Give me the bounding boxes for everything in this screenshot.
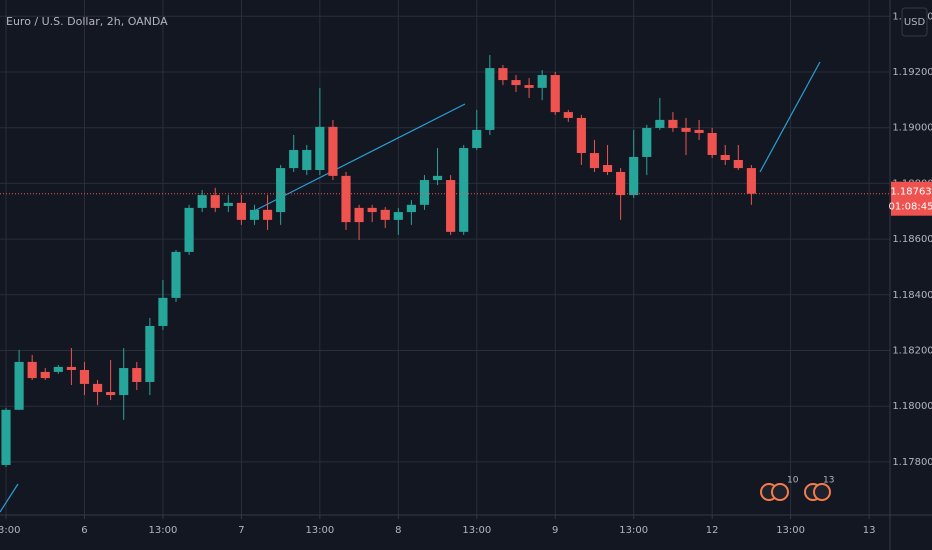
candle-body bbox=[668, 119, 678, 128]
candle-body bbox=[354, 207, 364, 223]
last-price-label: 1.18763 bbox=[890, 187, 931, 198]
x-tick-label: 13:00 bbox=[149, 525, 178, 536]
candle-body bbox=[262, 209, 273, 220]
candle-body bbox=[511, 80, 521, 86]
candle-body bbox=[681, 127, 691, 132]
x-tick-label: 8 bbox=[395, 525, 401, 536]
candle-body bbox=[66, 366, 76, 370]
y-tick-label: 1.17800 bbox=[892, 457, 932, 468]
candle-body bbox=[472, 129, 482, 149]
candle-body bbox=[171, 251, 181, 298]
candle-body bbox=[419, 180, 430, 205]
candle-body bbox=[367, 207, 377, 213]
candle-body bbox=[655, 119, 665, 128]
event-icon[interactable]: 13 bbox=[804, 476, 834, 501]
event-icon-ring bbox=[813, 483, 831, 501]
candle-body bbox=[197, 195, 207, 208]
candle-body bbox=[302, 149, 312, 171]
candle-body bbox=[132, 368, 142, 382]
candle-body bbox=[537, 75, 547, 88]
candle-body bbox=[746, 168, 756, 194]
candle-body bbox=[485, 68, 495, 130]
candle-body bbox=[315, 126, 325, 171]
currency-label: USD bbox=[904, 17, 926, 28]
event-count: 13 bbox=[823, 476, 834, 486]
candle-body bbox=[694, 129, 704, 133]
candle-body bbox=[498, 68, 508, 81]
candle-body bbox=[642, 127, 652, 157]
candle-body bbox=[79, 369, 90, 384]
trend-line bbox=[759, 61, 821, 173]
trend-line bbox=[251, 103, 466, 213]
candle-body bbox=[563, 112, 573, 118]
candle-body bbox=[380, 209, 390, 220]
candle-body bbox=[1, 409, 11, 465]
candle-body bbox=[550, 75, 560, 113]
candle-body bbox=[289, 149, 299, 169]
candle-body bbox=[616, 171, 626, 196]
candle-body bbox=[236, 202, 246, 220]
candle-body bbox=[733, 159, 743, 169]
candle-body bbox=[184, 207, 194, 252]
candle-body bbox=[158, 297, 168, 326]
x-tick-label: 6 bbox=[81, 525, 87, 536]
x-tick-label: 12 bbox=[706, 525, 719, 536]
candle-body bbox=[40, 371, 50, 379]
x-tick-label: 9 bbox=[552, 525, 558, 536]
candle-body bbox=[524, 85, 534, 88]
x-tick-label: 13:00 bbox=[462, 525, 491, 536]
x-tick-label: 13:00 bbox=[619, 525, 648, 536]
candle-body bbox=[629, 156, 639, 196]
candle-body bbox=[720, 154, 730, 160]
candle-body bbox=[119, 368, 129, 396]
candle-body bbox=[106, 391, 116, 396]
candle-body bbox=[459, 148, 469, 232]
trend-line bbox=[0, 483, 19, 513]
x-tick-label: 7 bbox=[238, 525, 244, 536]
candle-body bbox=[341, 175, 351, 223]
candle-body bbox=[602, 165, 613, 172]
candle-body bbox=[145, 325, 155, 382]
x-tick-label: 13 bbox=[863, 525, 876, 536]
y-tick-label: 1.19000 bbox=[892, 123, 932, 134]
candle-body bbox=[276, 168, 286, 213]
candle-body bbox=[223, 202, 233, 206]
candle-body bbox=[27, 361, 37, 379]
candle-body bbox=[432, 175, 443, 181]
candle-body bbox=[406, 204, 416, 213]
candle-body bbox=[589, 153, 600, 169]
candle-body bbox=[53, 366, 63, 372]
candle-body bbox=[576, 117, 586, 154]
x-tick-label: 13:00 bbox=[0, 525, 20, 536]
candle-body bbox=[14, 361, 24, 410]
x-tick-label: 13:00 bbox=[305, 525, 334, 536]
last-price-box bbox=[891, 181, 932, 216]
candle-body bbox=[328, 126, 338, 176]
candle-body bbox=[92, 383, 103, 392]
y-tick-label: 1.19200 bbox=[892, 67, 932, 78]
y-tick-label: 1.18400 bbox=[892, 290, 932, 301]
currency-box[interactable] bbox=[901, 7, 928, 37]
y-tick-label: 1.18600 bbox=[892, 234, 932, 245]
event-icon-ring bbox=[771, 483, 789, 501]
x-tick-label: 13:00 bbox=[776, 525, 805, 536]
chart-title: Euro / U.S. Dollar, 2h, OANDA bbox=[6, 15, 168, 28]
y-tick-label: 1.18200 bbox=[892, 345, 932, 356]
y-tick-label: 1.18000 bbox=[892, 401, 932, 412]
countdown-label: 01:08:45 bbox=[889, 202, 932, 213]
event-count: 10 bbox=[787, 476, 799, 486]
candle-body bbox=[446, 180, 456, 232]
candle-body bbox=[210, 195, 220, 208]
candle-body bbox=[707, 132, 717, 155]
candle-body bbox=[393, 212, 403, 220]
candle-body bbox=[249, 209, 260, 220]
event-icon[interactable]: 10 bbox=[760, 476, 799, 501]
